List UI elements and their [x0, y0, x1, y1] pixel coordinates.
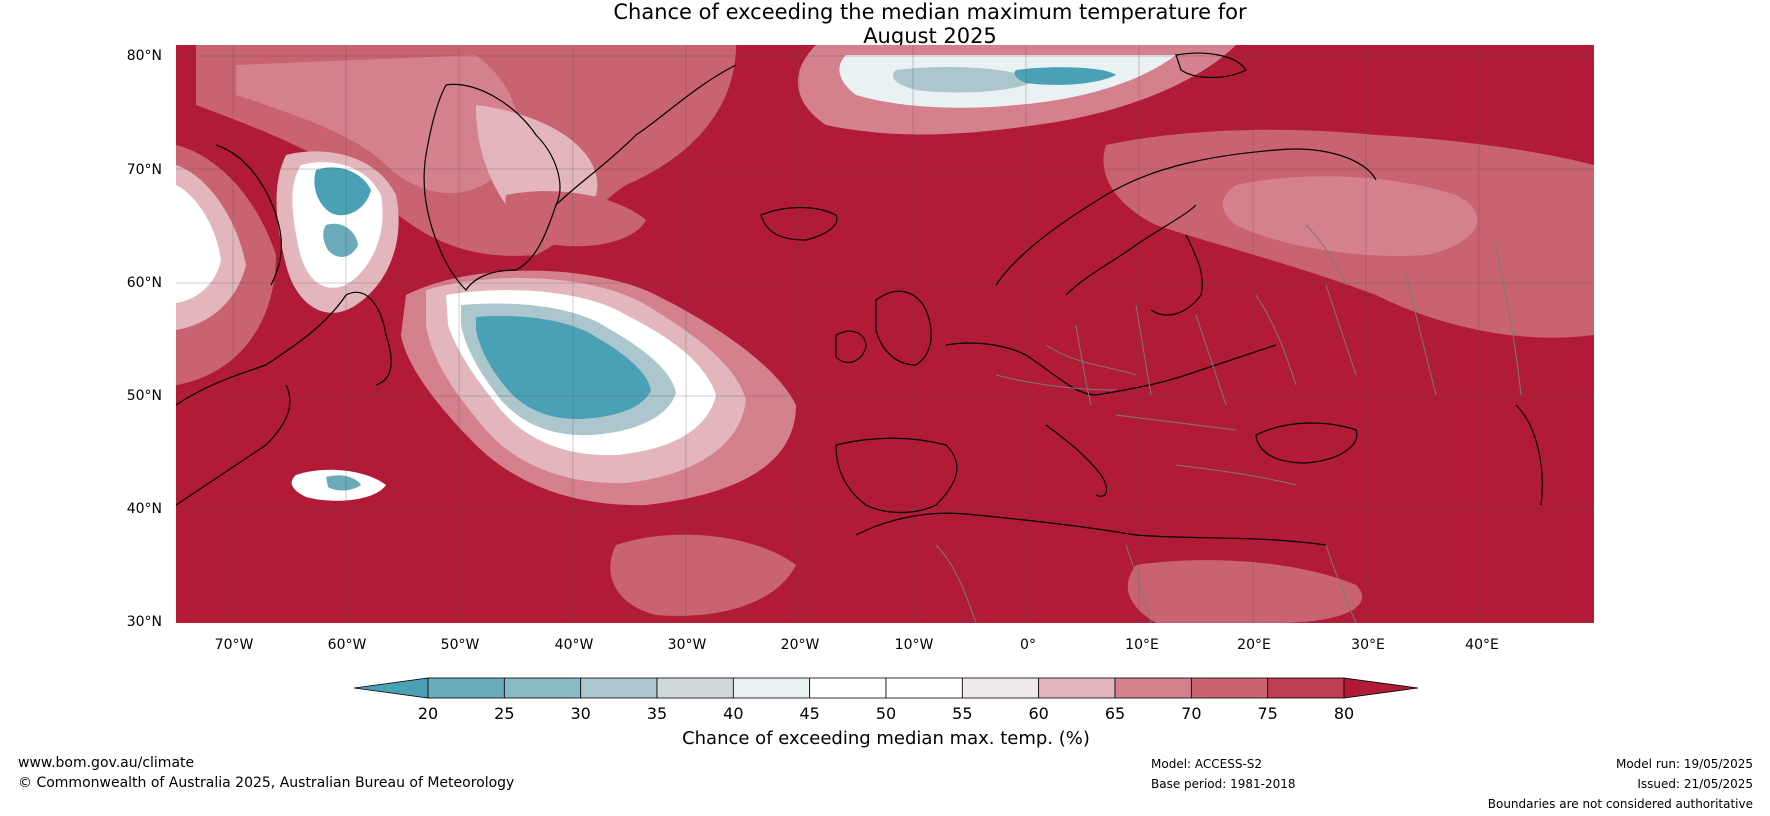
- colorbar-tick-label: 75: [1257, 704, 1278, 723]
- website-link[interactable]: www.bom.gov.au/climate: [18, 755, 195, 771]
- colorbar-segment: [885, 677, 963, 699]
- colorbar-segment: [732, 677, 811, 699]
- lon-label-30e: 30°E: [1351, 637, 1385, 653]
- colorbar-tick-label: 55: [952, 704, 973, 723]
- colorbar-extend-low: [354, 677, 429, 699]
- lon-label-30w: 30°W: [667, 637, 707, 653]
- colorbar-segment: [809, 677, 887, 699]
- colorbar-tick-label: 45: [799, 704, 820, 723]
- colorbar-extend-high: [1343, 677, 1418, 699]
- lon-label-10w: 10°W: [894, 637, 934, 653]
- colorbar-tick-label: 40: [723, 704, 744, 723]
- map-title: Chance of exceeding the median maximum t…: [0, 0, 1770, 48]
- colorbar-segment: [1038, 677, 1116, 699]
- lat-label-80n: 80°N: [126, 48, 162, 64]
- colorbar-segments: [354, 677, 1418, 699]
- disclaimer-text: Boundaries are not considered authoritat…: [1487, 797, 1753, 811]
- colorbar-segment: [961, 677, 1040, 699]
- title-line-1: Chance of exceeding the median maximum t…: [613, 0, 1247, 24]
- base-period-text: Base period: 1981-2018: [1151, 777, 1296, 791]
- lon-label-20w: 20°W: [780, 637, 820, 653]
- graticule: [176, 45, 1594, 623]
- colorbar-tick-label: 80: [1333, 704, 1355, 723]
- lat-label-60n: 60°N: [126, 275, 162, 291]
- colorbar-tick-label: 70: [1181, 704, 1202, 723]
- lon-label-40w: 40°W: [554, 637, 594, 653]
- map-canvas: [176, 45, 1594, 623]
- model-text: Model: ACCESS-S2: [1151, 757, 1263, 771]
- lon-label-40e: 40°E: [1465, 637, 1499, 653]
- lat-label-50n: 50°N: [126, 388, 162, 404]
- colorbar-tick-label: 25: [494, 704, 515, 723]
- copyright-text: © Commonwealth of Australia 2025, Austra…: [18, 775, 515, 791]
- lon-label-10e: 10°E: [1125, 637, 1159, 653]
- lon-label-50w: 50°W: [440, 637, 480, 653]
- lon-label-20e: 20°E: [1237, 637, 1271, 653]
- colorbar-segment: [1190, 677, 1269, 699]
- lat-label-30n: 30°N: [126, 614, 162, 630]
- colorbar: [354, 677, 1418, 699]
- title-line-2: August 2025: [863, 24, 997, 48]
- colorbar-segment: [656, 677, 734, 699]
- colorbar-label: Chance of exceeding median max. temp. (%…: [682, 728, 1090, 749]
- probability-map: [176, 45, 1594, 623]
- colorbar-segment: [580, 677, 658, 699]
- colorbar-tick-label: 30: [570, 704, 591, 723]
- country-borders: [935, 224, 1522, 623]
- lon-label-70w: 70°W: [214, 637, 254, 653]
- model-run-text: Model run: 19/05/2025: [1615, 757, 1753, 771]
- lon-label-60w: 60°W: [327, 637, 367, 653]
- colorbar-tick-label: 50: [875, 704, 897, 723]
- colorbar-tick-label: 60: [1028, 704, 1049, 723]
- probability-shading: [176, 45, 1594, 623]
- colorbar-tick-label: 20: [417, 704, 439, 723]
- colorbar-segment: [427, 677, 505, 699]
- issued-text: Issued: 21/05/2025: [1637, 777, 1753, 791]
- colorbar-segment: [1267, 677, 1345, 699]
- colorbar-tick-label: 65: [1104, 704, 1126, 723]
- lat-label-70n: 70°N: [126, 162, 162, 178]
- colorbar-segment: [503, 677, 582, 699]
- coastlines: [176, 52, 1543, 546]
- colorbar-segment: [1114, 677, 1192, 699]
- lon-label-0: 0°: [1020, 637, 1036, 653]
- colorbar-tick-label: 35: [646, 704, 668, 723]
- lat-label-40n: 40°N: [126, 501, 162, 517]
